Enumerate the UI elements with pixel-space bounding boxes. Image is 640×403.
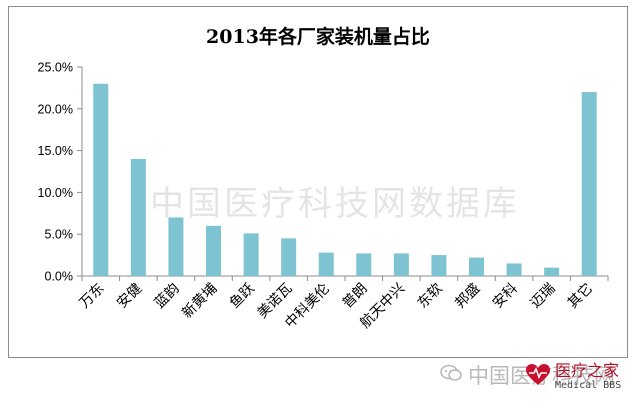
x-tick-label: 其它 — [564, 280, 596, 312]
y-tick-label: 0.0% — [45, 270, 74, 284]
bar — [469, 257, 484, 276]
bar — [130, 158, 146, 276]
x-tick-label: 安科 — [490, 281, 521, 312]
bar — [318, 252, 334, 276]
x-tick-label: 新黄埔 — [179, 280, 221, 322]
y-tick-label: 25.0% — [38, 61, 73, 75]
x-tick-label: 普朗 — [340, 281, 371, 312]
footer-brand: 医疗之家 Medical BBS — [525, 362, 621, 392]
heart-logo-icon — [525, 363, 551, 391]
bar — [544, 267, 560, 276]
bar — [356, 253, 372, 276]
bar — [431, 255, 447, 276]
chart-frame — [8, 6, 628, 358]
x-tick-label: 安健 — [114, 281, 145, 312]
y-tick-label: 10.0% — [38, 186, 73, 200]
bar — [243, 233, 259, 276]
x-tick-label: 鱼跃 — [226, 280, 258, 312]
footer-brand-cn: 医疗之家 — [555, 361, 620, 380]
watermark-text: 中国医疗科技网数据库 — [150, 184, 520, 224]
x-tick-label: 万东 — [77, 281, 108, 312]
bar — [393, 253, 409, 276]
bar — [93, 83, 109, 276]
y-tick-label: 20.0% — [38, 102, 73, 116]
x-tick-label: 东软 — [415, 281, 446, 312]
footer-brand-en: Medical BBS — [555, 380, 622, 391]
bar — [168, 217, 184, 276]
x-tick-label: 蓝韵 — [152, 281, 183, 312]
y-tick-label: 15.0% — [38, 144, 73, 158]
x-tick-label: 迈瑞 — [527, 281, 558, 312]
bar — [206, 225, 221, 276]
x-tick-label: 邦盛 — [452, 281, 483, 312]
bar — [581, 92, 597, 276]
bar — [281, 238, 297, 276]
bar — [506, 263, 522, 276]
y-tick-label: 5.0% — [45, 228, 74, 242]
chart-title: 2013年各厂家装机量占比 — [206, 26, 430, 48]
wechat-icon — [440, 363, 462, 387]
